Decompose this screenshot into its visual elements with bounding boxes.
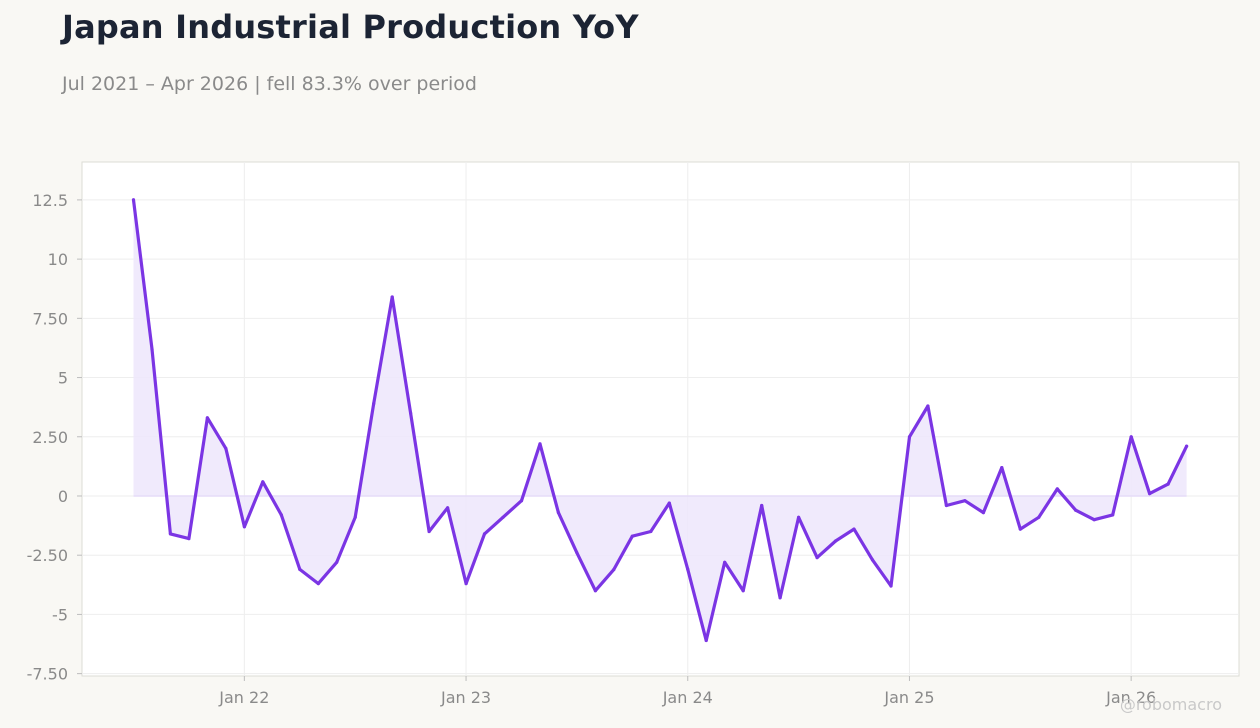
chart-subtitle: Jul 2021 – Apr 2026 | fell 83.3% over pe… (62, 73, 477, 95)
x-tick-label: Jan 23 (440, 688, 491, 707)
data-point (168, 532, 172, 536)
y-tick-label: -7.50 (27, 665, 68, 684)
data-point (815, 556, 819, 560)
data-point (261, 480, 265, 484)
y-tick-label: -5 (52, 605, 68, 624)
data-point (298, 567, 302, 572)
data-point (1037, 515, 1041, 519)
data-point (482, 532, 487, 536)
data-point (944, 503, 949, 508)
data-point (279, 513, 283, 517)
data-point (446, 506, 450, 510)
data-point (889, 584, 893, 588)
data-point (150, 347, 154, 351)
data-point (1055, 487, 1059, 491)
y-tick-label: -2.50 (27, 546, 68, 565)
data-point (686, 567, 690, 572)
y-tick-label: 5 (58, 369, 68, 388)
data-point (1111, 513, 1115, 517)
data-point (963, 499, 967, 503)
data-point (1185, 444, 1189, 448)
data-point (556, 510, 561, 515)
data-point (372, 402, 376, 406)
data-point (1092, 518, 1096, 522)
data-point (224, 447, 228, 451)
data-point (797, 515, 801, 519)
data-point (1074, 508, 1078, 512)
data-point (131, 198, 136, 202)
data-point (704, 638, 708, 643)
data-point (870, 558, 875, 562)
data-point (464, 582, 468, 586)
data-point (834, 539, 838, 543)
x-tick-label: Jan 22 (218, 688, 269, 707)
y-axis-ticks: 12.5 10 7.50 5 2.50 0 -2.50 -5 -7.50 (27, 191, 82, 684)
data-point (427, 529, 431, 534)
data-point (723, 560, 727, 564)
data-point (926, 404, 930, 408)
data-point (741, 589, 745, 593)
data-point (760, 503, 764, 508)
data-point (612, 567, 616, 572)
data-point (316, 582, 320, 586)
data-point (519, 499, 524, 503)
data-point (1148, 492, 1152, 496)
data-point (501, 515, 505, 519)
data-point (538, 442, 542, 446)
data-point (981, 510, 986, 515)
data-point (205, 416, 209, 420)
data-point (593, 589, 598, 593)
data-point (630, 534, 634, 538)
data-point (242, 525, 246, 529)
series-line-layer (131, 198, 1189, 643)
y-tick-label: 2.50 (32, 428, 68, 447)
data-point (1000, 466, 1004, 470)
y-tick-label: 12.5 (32, 191, 68, 210)
chart-title: Japan Industrial Production YoY (62, 8, 639, 46)
series-line (131, 198, 1189, 643)
data-point (353, 515, 357, 519)
data-point (335, 560, 339, 564)
data-point (390, 295, 394, 299)
watermark: @robomacro (1120, 695, 1222, 714)
data-point (409, 411, 413, 415)
data-point (575, 551, 579, 555)
data-point (649, 529, 653, 534)
data-point (1018, 527, 1022, 531)
data-point (778, 596, 782, 600)
x-tick-label: Jan 24 (662, 688, 713, 707)
x-axis-ticks: Jan 22 Jan 23 Jan 24 Jan 25 Jan 26 (218, 676, 1156, 707)
data-point (187, 537, 191, 541)
x-tick-label: Jan 26 (1105, 688, 1156, 707)
data-point (852, 527, 856, 531)
x-tick-label: Jan 25 (883, 688, 934, 707)
data-point (1166, 482, 1170, 486)
y-tick-label: 10 (48, 250, 68, 269)
data-point (1129, 435, 1133, 439)
y-tick-label: 7.50 (32, 309, 68, 328)
data-point (667, 501, 671, 505)
plot-area (81, 161, 1240, 677)
data-point (907, 435, 912, 439)
y-tick-label: 0 (58, 487, 68, 506)
